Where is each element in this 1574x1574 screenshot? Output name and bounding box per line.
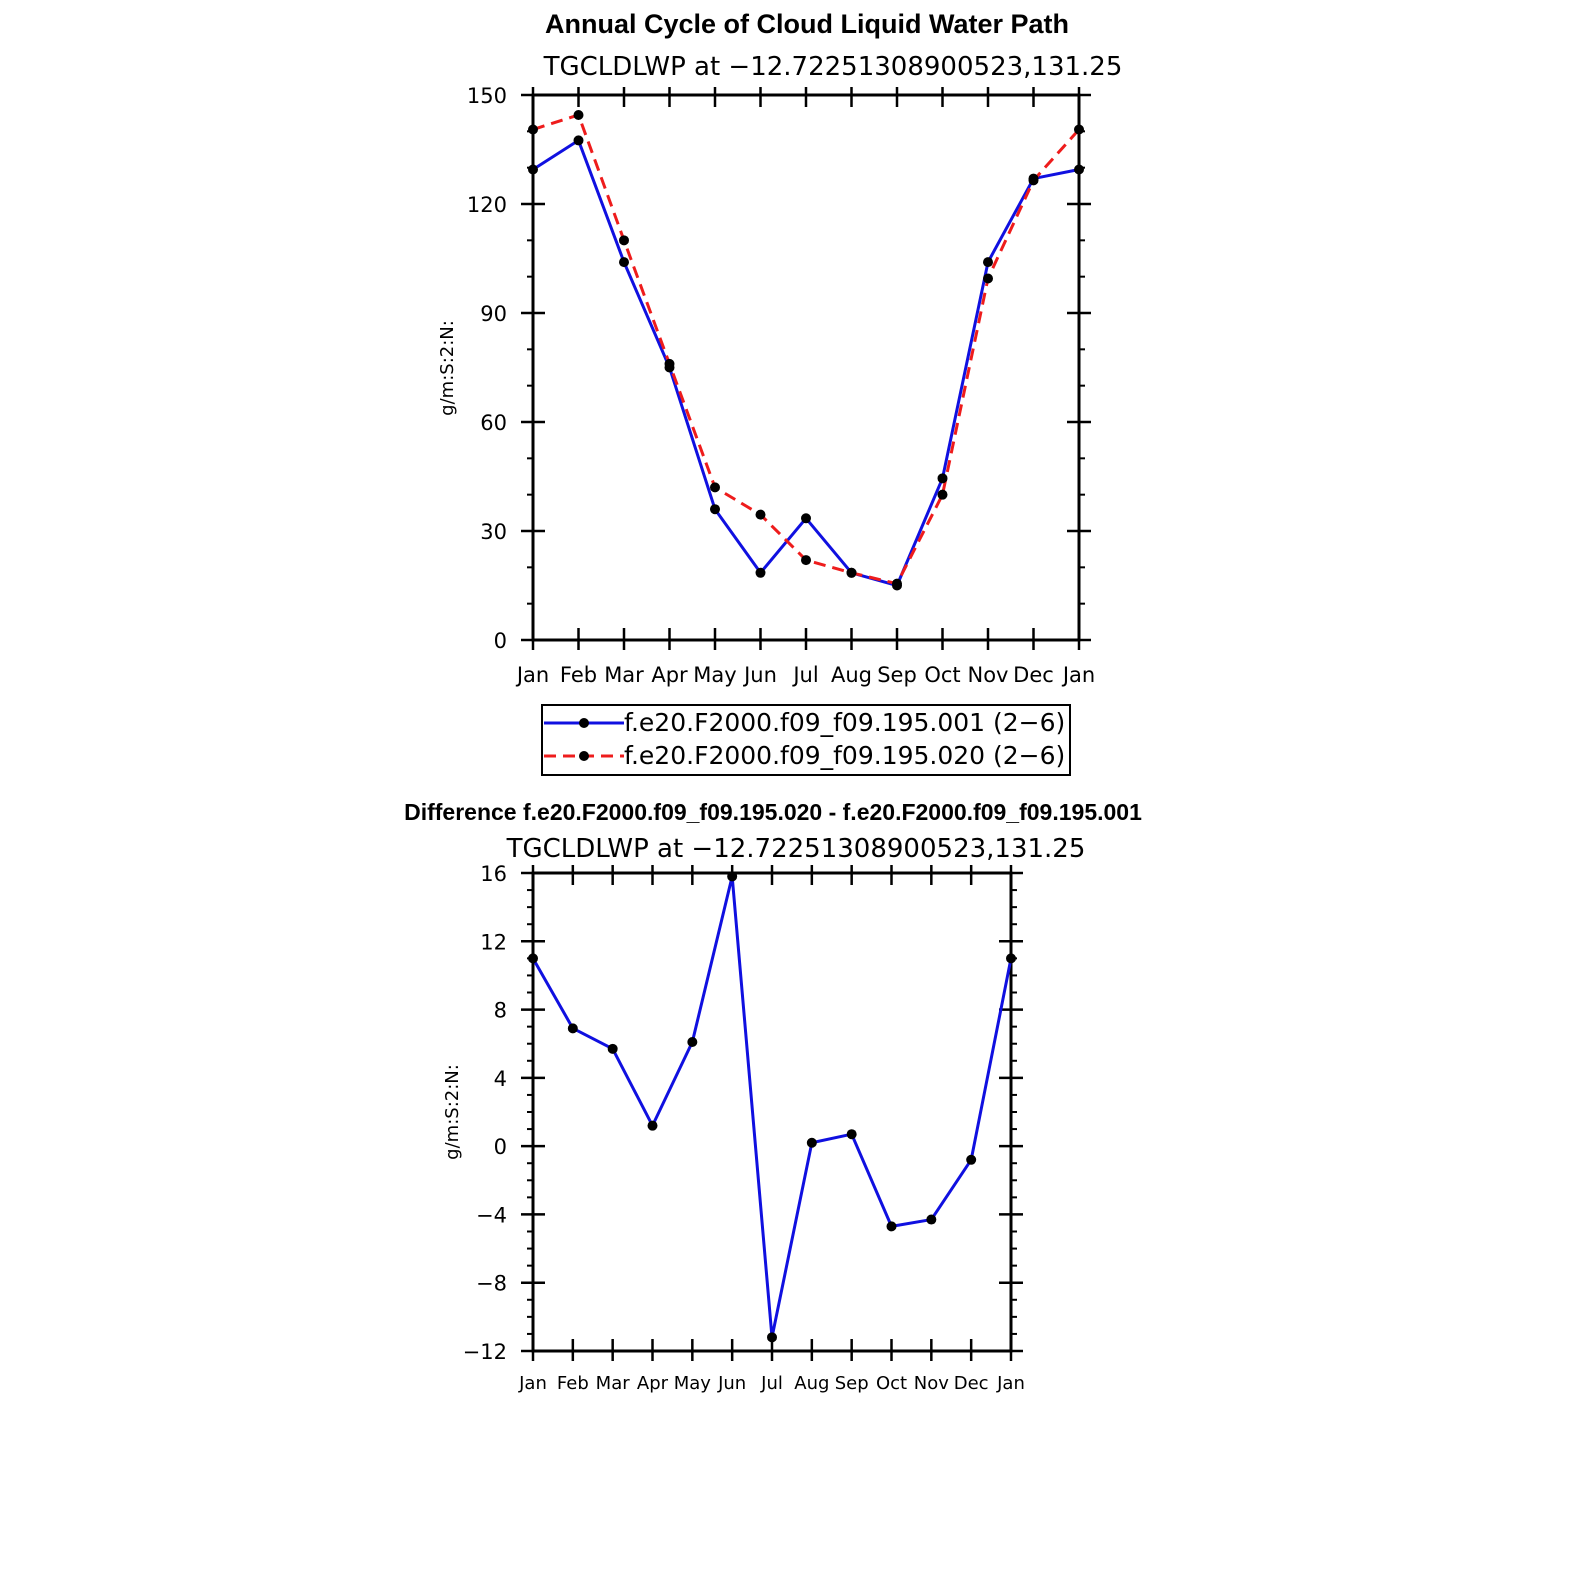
x-tick-label: Nov [968, 663, 1009, 687]
y-tick-label: 8 [494, 999, 507, 1023]
x-tick-label: Jun [742, 663, 777, 687]
x-tick-label: Jun [717, 1373, 746, 1394]
data-point-series-1 [727, 871, 738, 882]
x-tick-label: Jan [996, 1373, 1025, 1394]
data-point-series-2 [664, 358, 675, 369]
y-tick-label: 90 [480, 302, 507, 326]
legend: f.e20.F2000.f09_f09.195.001 (2−6) f.e20.… [541, 704, 1071, 776]
data-point-series-2 [619, 235, 629, 246]
data-point-series-2 [937, 489, 948, 500]
data-point-series-2 [528, 124, 538, 135]
x-tick-label: Sep [877, 663, 917, 687]
x-tick-label: Aug [831, 663, 872, 687]
x-tick-label: Mar [604, 663, 644, 687]
data-point-series-2 [846, 567, 857, 578]
x-tick-label: Sep [835, 1373, 869, 1394]
data-point-series-1 [710, 504, 720, 515]
data-point-series-2 [573, 109, 584, 120]
data-point-series-2 [801, 555, 811, 566]
difference-chart: Difference f.e20.F2000.f09_f09.195.020 -… [404, 799, 1142, 1394]
plot-frame [531, 871, 1013, 1353]
x-tick-label: Feb [557, 1373, 589, 1394]
legend-marker-series-2 [579, 751, 589, 761]
y-tick-label: 4 [494, 1067, 507, 1091]
annual-cycle-chart: Annual Cycle of Cloud Liquid Water Path … [437, 9, 1123, 776]
data-point-series-2 [755, 509, 766, 520]
data-point-series-1 [647, 1120, 658, 1131]
chart-subtitle: TGCLDLWP at −12.72251308900523,131.25 [543, 52, 1123, 82]
x-tick-label: Jan [1061, 663, 1095, 687]
data-point-series-2 [983, 273, 993, 284]
plot-area: Jan Feb Mar Apr May Jun Jul Aug Sep Oct Nov Dec Jan 0… [467, 84, 1095, 687]
x-tick-label: Dec [1013, 663, 1054, 687]
y-tick-label: 16 [480, 862, 507, 886]
y-tick-label: 120 [467, 193, 507, 217]
data-point-series-1 [755, 567, 766, 578]
x-tick-label: May [693, 663, 736, 687]
data-point-series-1 [687, 1037, 698, 1048]
data-point-series-1 [983, 257, 993, 268]
data-point-series-1 [966, 1154, 977, 1165]
data-point-series-1 [801, 513, 811, 524]
data-point-series-1 [619, 257, 629, 268]
legend-box [541, 704, 1071, 776]
difference-y-axis-label: g/m:S:2:N: [442, 1064, 463, 1160]
x-tick-label: Aug [794, 1373, 829, 1394]
legend-label-series-1: f.e20.F2000.f09_f09.195.001 (2−6) [624, 708, 1065, 737]
data-point-series-1 [886, 1221, 897, 1232]
x-tick-label: Oct [876, 1373, 907, 1394]
x-tick-label: Jul [791, 663, 818, 687]
y-axis-label: g/m:S:2:N: [437, 320, 458, 416]
x-tick-label: Oct [924, 663, 960, 687]
data-point-series-1 [573, 135, 584, 146]
x-tick-label: Apr [651, 663, 688, 687]
y-tick-label: 30 [480, 520, 507, 544]
y-tick-label: 0 [494, 1135, 507, 1159]
series-line-1 [531, 874, 1013, 1339]
data-point-series-1 [567, 1023, 578, 1034]
chart-title: Annual Cycle of Cloud Liquid Water Path [545, 9, 1069, 39]
data-point-series-1 [1006, 953, 1016, 964]
x-tick-label: Dec [954, 1373, 989, 1394]
legend-label-series-2: f.e20.F2000.f09_f09.195.020 (2−6) [624, 741, 1065, 770]
data-point-series-1 [846, 1129, 857, 1140]
x-tick-label: Apr [637, 1373, 669, 1394]
difference-title: Difference f.e20.F2000.f09_f09.195.020 -… [404, 799, 1142, 825]
y-tick-label: −8 [476, 1272, 507, 1296]
y-tick-label: 0 [494, 629, 507, 653]
data-point-series-1 [926, 1214, 937, 1225]
x-tick-label: Jul [760, 1373, 783, 1394]
x-tick-label: Jan [515, 663, 549, 687]
x-tick-label: Feb [560, 663, 597, 687]
x-tick-label: Nov [914, 1373, 949, 1394]
y-tick-label: 150 [467, 84, 507, 108]
data-point-series-1 [1074, 164, 1084, 175]
y-tick-label: 60 [480, 411, 507, 435]
y-tick-label: −4 [476, 1203, 507, 1227]
legend-marker-series-1 [579, 718, 589, 728]
data-point-series-1 [767, 1332, 777, 1343]
difference-plot-area: Jan Feb Mar Apr May Jun Jul Aug Sep Oct Nov Dec Jan−… [463, 862, 1025, 1394]
difference-subtitle: TGCLDLWP at −12.72251308900523,131.25 [506, 834, 1086, 864]
x-tick-label: Mar [596, 1373, 631, 1394]
data-point-series-1 [528, 953, 538, 964]
data-point-series-1 [607, 1043, 618, 1054]
x-tick-label: Jan [518, 1373, 547, 1394]
data-point-series-1 [806, 1137, 817, 1148]
data-point-series-2 [892, 578, 902, 589]
data-point-series-1 [937, 473, 948, 484]
data-point-series-1 [528, 164, 538, 175]
data-point-series-2 [1074, 124, 1084, 135]
x-tick-label: May [674, 1373, 712, 1394]
data-point-series-2 [1028, 175, 1039, 186]
y-tick-label: 12 [480, 930, 507, 954]
data-point-series-2 [710, 482, 720, 493]
y-tick-label: −12 [463, 1340, 507, 1364]
